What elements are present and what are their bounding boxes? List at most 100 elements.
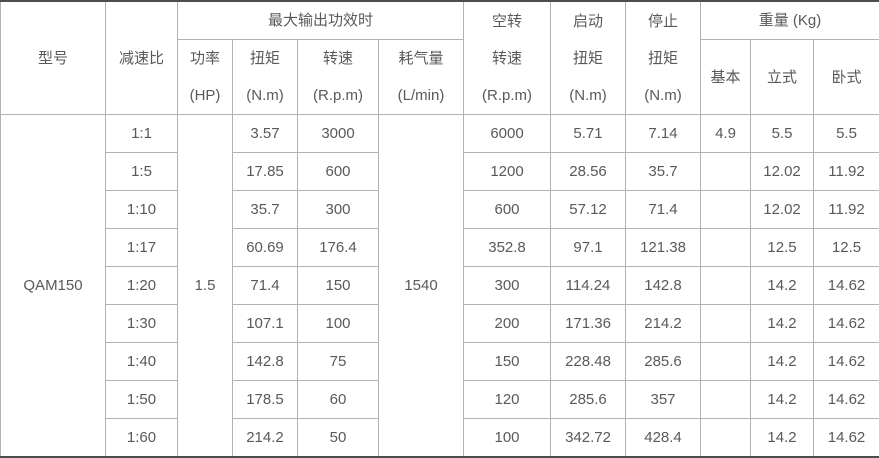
weight-basic-cell xyxy=(701,267,751,305)
weight-vertical-cell: 14.2 xyxy=(751,419,814,458)
weight-basic-cell xyxy=(701,305,751,343)
power-cell: 1.5 xyxy=(178,115,233,458)
idle-speed-cell: 600 xyxy=(464,191,551,229)
col-group-weight: 重量 (Kg) xyxy=(701,1,879,40)
ratio-cell: 1:20 xyxy=(106,267,178,305)
weight-horizontal-cell: 14.62 xyxy=(814,267,879,305)
col-header-ratio: 减速比 xyxy=(106,1,178,115)
ratio-cell: 1:10 xyxy=(106,191,178,229)
weight-vertical-cell: 14.2 xyxy=(751,343,814,381)
start-torque-unit: (N.m) xyxy=(551,77,625,114)
start-torque-line1: 启动 xyxy=(551,3,625,40)
col-header-power: 功率 (HP) xyxy=(178,40,233,115)
weight-horizontal-cell: 11.92 xyxy=(814,191,879,229)
idle-speed-cell: 150 xyxy=(464,343,551,381)
idle-speed-cell: 300 xyxy=(464,267,551,305)
torque-cell: 3.57 xyxy=(233,115,298,153)
torque-cell: 71.4 xyxy=(233,267,298,305)
col-group-max-output: 最大输出功效时 xyxy=(178,1,464,40)
col-header-speed: 转速 (R.p.m) xyxy=(298,40,379,115)
table-body: QAM150 1:1 1.5 3.57 3000 1540 6000 5.71 … xyxy=(1,115,879,458)
air-unit: (L/min) xyxy=(379,77,463,114)
stop-torque-cell: 214.2 xyxy=(626,305,701,343)
stop-torque-cell: 71.4 xyxy=(626,191,701,229)
torque-cell: 35.7 xyxy=(233,191,298,229)
col-header-weight-horizontal: 卧式 xyxy=(814,40,879,115)
ratio-cell: 1:50 xyxy=(106,381,178,419)
speed-cell: 176.4 xyxy=(298,229,379,267)
torque-cell: 17.85 xyxy=(233,153,298,191)
weight-basic-cell: 4.9 xyxy=(701,115,751,153)
torque-cell: 142.8 xyxy=(233,343,298,381)
start-torque-cell: 342.72 xyxy=(551,419,626,458)
idle-speed-cell: 1200 xyxy=(464,153,551,191)
col-header-start-torque: 启动 扭矩 (N.m) xyxy=(551,1,626,115)
table-header: 型号 减速比 最大输出功效时 空转 转速 (R.p.m) 启动 扭矩 (N.m)… xyxy=(1,1,879,115)
stop-torque-unit: (N.m) xyxy=(626,77,700,114)
weight-vertical-cell: 5.5 xyxy=(751,115,814,153)
ratio-cell: 1:60 xyxy=(106,419,178,458)
speed-cell: 3000 xyxy=(298,115,379,153)
idle-speed-line2: 转速 xyxy=(464,40,550,77)
speed-cell: 150 xyxy=(298,267,379,305)
idle-speed-cell: 200 xyxy=(464,305,551,343)
start-torque-cell: 5.71 xyxy=(551,115,626,153)
weight-vertical-cell: 12.02 xyxy=(751,153,814,191)
weight-basic-cell xyxy=(701,343,751,381)
start-torque-line2: 扭矩 xyxy=(551,40,625,77)
stop-torque-line2: 扭矩 xyxy=(626,40,700,77)
col-header-stop-torque: 停止 扭矩 (N.m) xyxy=(626,1,701,115)
torque-label: 扭矩 xyxy=(233,40,297,77)
weight-basic-cell xyxy=(701,191,751,229)
stop-torque-line1: 停止 xyxy=(626,3,700,40)
weight-vertical-cell: 12.5 xyxy=(751,229,814,267)
stop-torque-cell: 35.7 xyxy=(626,153,701,191)
speed-label: 转速 xyxy=(298,40,378,77)
torque-unit: (N.m) xyxy=(233,77,297,114)
weight-vertical-cell: 14.2 xyxy=(751,305,814,343)
power-label: 功率 xyxy=(178,40,232,77)
model-cell: QAM150 xyxy=(1,115,106,458)
start-torque-cell: 285.6 xyxy=(551,381,626,419)
start-torque-cell: 57.12 xyxy=(551,191,626,229)
stop-torque-cell: 121.38 xyxy=(626,229,701,267)
table-row: QAM150 1:1 1.5 3.57 3000 1540 6000 5.71 … xyxy=(1,115,879,153)
speed-unit: (R.p.m) xyxy=(298,77,378,114)
start-torque-cell: 28.56 xyxy=(551,153,626,191)
weight-horizontal-cell: 14.62 xyxy=(814,305,879,343)
speed-cell: 600 xyxy=(298,153,379,191)
col-header-air: 耗气量 (L/min) xyxy=(379,40,464,115)
ratio-cell: 1:40 xyxy=(106,343,178,381)
speed-cell: 100 xyxy=(298,305,379,343)
idle-speed-cell: 100 xyxy=(464,419,551,458)
ratio-cell: 1:17 xyxy=(106,229,178,267)
torque-cell: 60.69 xyxy=(233,229,298,267)
weight-basic-cell xyxy=(701,419,751,458)
ratio-cell: 1:5 xyxy=(106,153,178,191)
weight-basic-cell xyxy=(701,381,751,419)
stop-torque-cell: 357 xyxy=(626,381,701,419)
weight-horizontal-cell: 14.62 xyxy=(814,343,879,381)
torque-cell: 107.1 xyxy=(233,305,298,343)
weight-vertical-cell: 14.2 xyxy=(751,381,814,419)
start-torque-cell: 114.24 xyxy=(551,267,626,305)
air-consumption-cell: 1540 xyxy=(379,115,464,458)
weight-vertical-cell: 14.2 xyxy=(751,267,814,305)
speed-cell: 60 xyxy=(298,381,379,419)
weight-horizontal-cell: 14.62 xyxy=(814,419,879,458)
idle-speed-line1: 空转 xyxy=(464,3,550,40)
power-unit: (HP) xyxy=(178,77,232,114)
weight-horizontal-cell: 12.5 xyxy=(814,229,879,267)
stop-torque-cell: 142.8 xyxy=(626,267,701,305)
torque-cell: 214.2 xyxy=(233,419,298,458)
torque-cell: 178.5 xyxy=(233,381,298,419)
idle-speed-cell: 120 xyxy=(464,381,551,419)
weight-basic-cell xyxy=(701,229,751,267)
speed-cell: 50 xyxy=(298,419,379,458)
speed-cell: 75 xyxy=(298,343,379,381)
stop-torque-cell: 285.6 xyxy=(626,343,701,381)
col-header-weight-basic: 基本 xyxy=(701,40,751,115)
stop-torque-cell: 428.4 xyxy=(626,419,701,458)
weight-basic-cell xyxy=(701,153,751,191)
